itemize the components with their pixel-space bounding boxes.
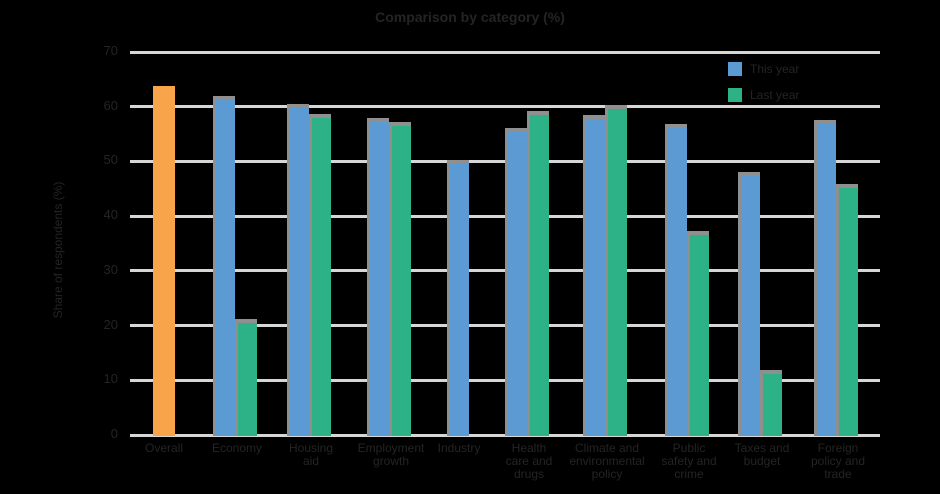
gridline [130,50,880,54]
x-axis-label-line: Public [672,441,706,455]
y-tick-label: 0 [110,426,118,441]
x-axis-label-line: Industry [437,441,481,455]
bar-blue [290,107,309,436]
legend-label-green: Last year [750,88,800,102]
legend-item-blue: This year [728,62,799,76]
legend-swatch-green-icon [728,88,742,102]
x-axis-label-line: Economy [211,441,263,455]
legend-label-blue: This year [750,62,800,76]
bar-green [530,114,549,436]
x-axis-label-line: aid [302,454,319,468]
x-axis-label: Taxes and budget [702,442,822,468]
x-axis-label: Climate and environmental policy [547,442,667,481]
x-axis-label-line: Overall [144,441,183,455]
x-axis-label: Foreign policy and trade [778,442,898,481]
x-axis-label-line: crime [674,467,704,481]
bar-green [238,322,257,436]
y-tick-label: 60 [103,97,118,113]
bar-green [608,109,627,436]
x-axis-label-line: trade [824,467,852,481]
x-axis-label-line: Climate and [574,441,640,455]
x-axis-label-line: policy [591,467,623,481]
x-axis-label-line: environmental [569,454,645,468]
legend-item-green: Last year [728,88,799,102]
x-axis-label-line: Taxes and [734,441,790,455]
x-axis-label-line: growth [372,454,410,468]
x-axis-label: Overall [104,442,224,455]
x-axis-label: Health care and drugs [469,442,589,481]
y-tick-label: 10 [103,371,118,387]
bar-blue [216,99,235,436]
gridline [130,105,880,109]
x-axis-label-line: budget [743,454,781,468]
bar-green [763,373,782,436]
x-axis-label: Housing aid [251,442,371,468]
x-axis-label: Employment growth [331,442,451,468]
x-axis-label: Public safety and crime [629,442,749,481]
bar-blue [586,119,605,436]
x-axis-label-line: Employment [357,441,425,455]
y-tick-label: 70 [103,43,118,58]
bar-blue [508,131,527,436]
bar-blue [668,128,687,436]
bar-blue [741,176,760,436]
y-tick-label: 50 [103,152,118,168]
bar-blue [449,163,469,436]
x-axis-label-line: safety and [661,454,717,468]
bar-green [690,235,709,436]
chart-title: Comparison by category (%) [375,9,565,25]
bar-blue [370,122,389,436]
x-axis-label-line: Foreign [817,441,859,455]
x-axis-label: Economy [177,442,297,455]
bar-green [839,187,858,436]
y-tick-label: 30 [103,261,118,277]
x-axis-label-line: drugs [513,467,545,481]
x-axis-label: Industry [399,442,519,455]
legend-swatch-blue-icon [728,62,742,76]
x-axis-label-line: policy and [810,454,866,468]
bar-green [392,126,411,436]
legend: This year Last year [728,62,799,114]
bar-green [312,118,331,436]
x-axis-label-line: Housing [288,441,334,455]
x-axis-label-line: Health [511,441,547,455]
y-axis-title: Share of respondents (%) [51,181,65,319]
bar-highlight [153,85,175,436]
y-tick-label: 20 [103,316,118,332]
bar-blue [817,123,836,436]
x-axis-label-line: care and [505,454,553,468]
y-tick-label: 40 [103,207,118,223]
